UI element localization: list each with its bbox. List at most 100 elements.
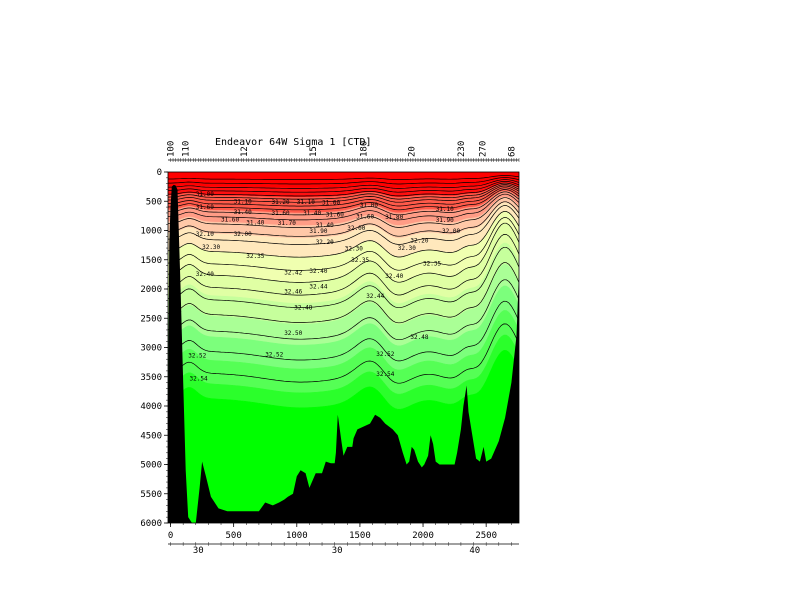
contour-label: 32.20 [410,237,428,244]
contour-line [168,222,519,283]
contour-label: 31.80 [385,214,403,221]
contour-line [168,262,519,324]
y-tick-label: 2500 [140,314,162,324]
contour-label: 31.40 [316,222,334,229]
contour-label: 32.20 [316,239,334,246]
contour-label: 31.40 [246,219,264,226]
contour-line [168,193,519,221]
contour-label: 31.70 [278,220,296,227]
station-label: 100 [167,141,177,157]
contour-label: 32.30 [398,245,416,252]
contour-label: 32.40 [309,268,327,275]
station-label: 180 [360,141,370,157]
contour-label: 31.40 [303,210,321,217]
y-tick-label: 4500 [140,431,162,441]
y-tick-label: 3500 [140,373,162,383]
contour-line [168,234,519,296]
y-tick-label: 5500 [140,490,162,500]
contour-lines [168,175,519,384]
contour-line [168,187,519,207]
station-label: 68 [507,146,517,157]
contour-label: 32.40 [196,271,214,278]
x-tick-label: 2500 [475,531,497,541]
contour-label: 32.30 [202,244,220,251]
y-tick-label: 0 [157,168,162,178]
x-tick-label: 2000 [412,531,434,541]
axes: 0500100015002000250030003500400045005000… [140,141,520,556]
contour-label: 32.54 [376,371,394,378]
contour-label: 32.48 [294,305,312,312]
color-band [168,172,519,189]
contour-label: 32.54 [190,376,208,383]
contour-label: 32.42 [284,270,302,277]
y-tick-label: 1000 [140,227,162,237]
contour-label: 31.90 [436,217,454,224]
contour-label: 31.20 [272,199,290,206]
contour-label: 31.10 [436,206,454,213]
contour-line [168,182,519,197]
contour-line [168,205,519,245]
contour-label: 31.60 [272,210,290,217]
contour-label: 31.90 [309,228,327,235]
contour-line [168,279,519,341]
contour-label: 32.00 [442,228,460,235]
station-label: 230 [457,141,467,157]
y-tick-label: 1500 [140,256,162,266]
x-tick-label: 500 [226,531,242,541]
contour-label: 32.35 [246,253,264,260]
contour-label: 32.52 [265,352,283,359]
contour-label: 32.00 [347,225,365,232]
contour-label: 31.40 [234,209,252,216]
x-tick-label: 1500 [349,531,371,541]
contour-label: 32.40 [385,273,403,280]
station-label: 15 [309,146,319,157]
contour-label: 31.60 [326,212,344,219]
contour-label: 31.00 [196,191,214,198]
contour-label: 32.35 [423,260,441,267]
contour-line [168,189,519,211]
y-tick-label: 500 [146,197,162,207]
contour-line [168,185,519,203]
contour-label: 32.35 [351,257,369,264]
contour-label: 32.50 [284,330,302,337]
x-tick-label: 1000 [286,531,308,541]
contour-line [168,179,519,189]
contour-label: 31.60 [196,204,214,211]
contour-label: 32.00 [234,231,252,238]
y-tick-label: 4000 [140,402,162,412]
secondary-axis-label: 30 [332,546,343,556]
contour-line [168,191,519,216]
contour-line [168,211,519,258]
bathymetry [168,184,519,523]
contour-line [168,175,519,180]
contour-line [168,201,519,237]
contour-line [168,300,519,362]
color-bands [168,172,519,523]
station-label: 12 [240,146,250,157]
contour-label: 31.00 [322,199,340,206]
y-tick-label: 6000 [140,519,162,529]
contour-label: 32.48 [410,334,428,341]
contour-label: 31.60 [356,214,374,221]
contour-label: 31.10 [297,199,315,206]
contour-label: 31.60 [221,216,239,223]
contour-label: 32.46 [284,288,302,295]
chart-title: Endeavor 64W Sigma 1 [CTD] [215,137,372,148]
y-tick-label: 2000 [140,285,162,295]
contour-label: 31.10 [234,198,252,205]
contour-label: 32.44 [309,284,327,291]
y-tick-label: 5000 [140,461,162,471]
contour-label: 31.00 [360,202,378,209]
y-tick-label: 3000 [140,344,162,354]
contour-line [168,197,519,228]
station-label: 20 [408,146,418,157]
station-label: 270 [478,141,488,157]
contour-label: 32.10 [196,231,214,238]
x-tick-label: 0 [168,531,173,541]
contour-label: 32.44 [366,293,384,300]
contour-line [168,177,519,185]
contour-label: 32.52 [376,351,394,358]
contour-line [168,181,519,193]
contour-label: 32.52 [188,353,206,360]
